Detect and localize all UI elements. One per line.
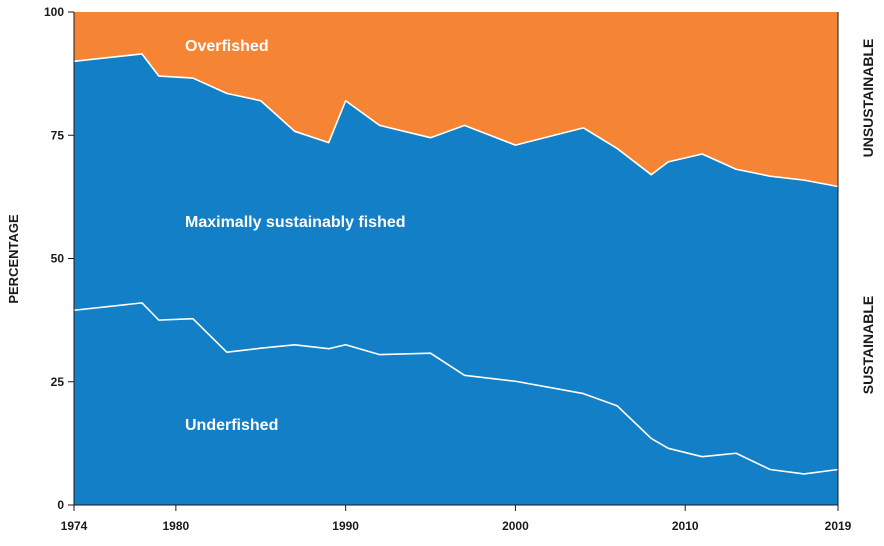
side-label-unsustainable: UNSUSTAINABLE xyxy=(860,39,876,158)
axes: 0 25 50 75 100 1974 1980 1990 2000 2010 2019 xyxy=(44,5,852,533)
y-tick-label-0: 0 xyxy=(57,498,64,512)
side-label-sustainable: SUSTAINABLE xyxy=(860,296,876,395)
area-label-maximally-sustainably-fished: Maximally sustainably fished xyxy=(185,214,406,231)
underfished-boundary-line xyxy=(73,302,839,475)
area-label-overfished: Overfished xyxy=(185,38,269,55)
x-tick-label-1990: 1990 xyxy=(332,519,359,533)
x-tick-label-2019: 2019 xyxy=(825,519,852,533)
x-tick-label-1980: 1980 xyxy=(163,519,190,533)
y-tick-label-25: 25 xyxy=(51,375,65,389)
area-label-underfished: Underfished xyxy=(185,417,278,434)
overfished-boundary-line xyxy=(73,53,839,188)
area-underfished xyxy=(74,302,838,505)
x-tick-label-1974: 1974 xyxy=(61,519,88,533)
x-tick-label-2010: 2010 xyxy=(672,519,699,533)
y-tick-label-50: 50 xyxy=(51,252,65,266)
y-tick-label-100: 100 xyxy=(44,5,64,19)
y-axis-title: PERCENTAGE xyxy=(6,214,21,304)
x-tick-label-2000: 2000 xyxy=(502,519,529,533)
y-tick-label-75: 75 xyxy=(51,128,65,142)
plot-area xyxy=(73,12,839,505)
